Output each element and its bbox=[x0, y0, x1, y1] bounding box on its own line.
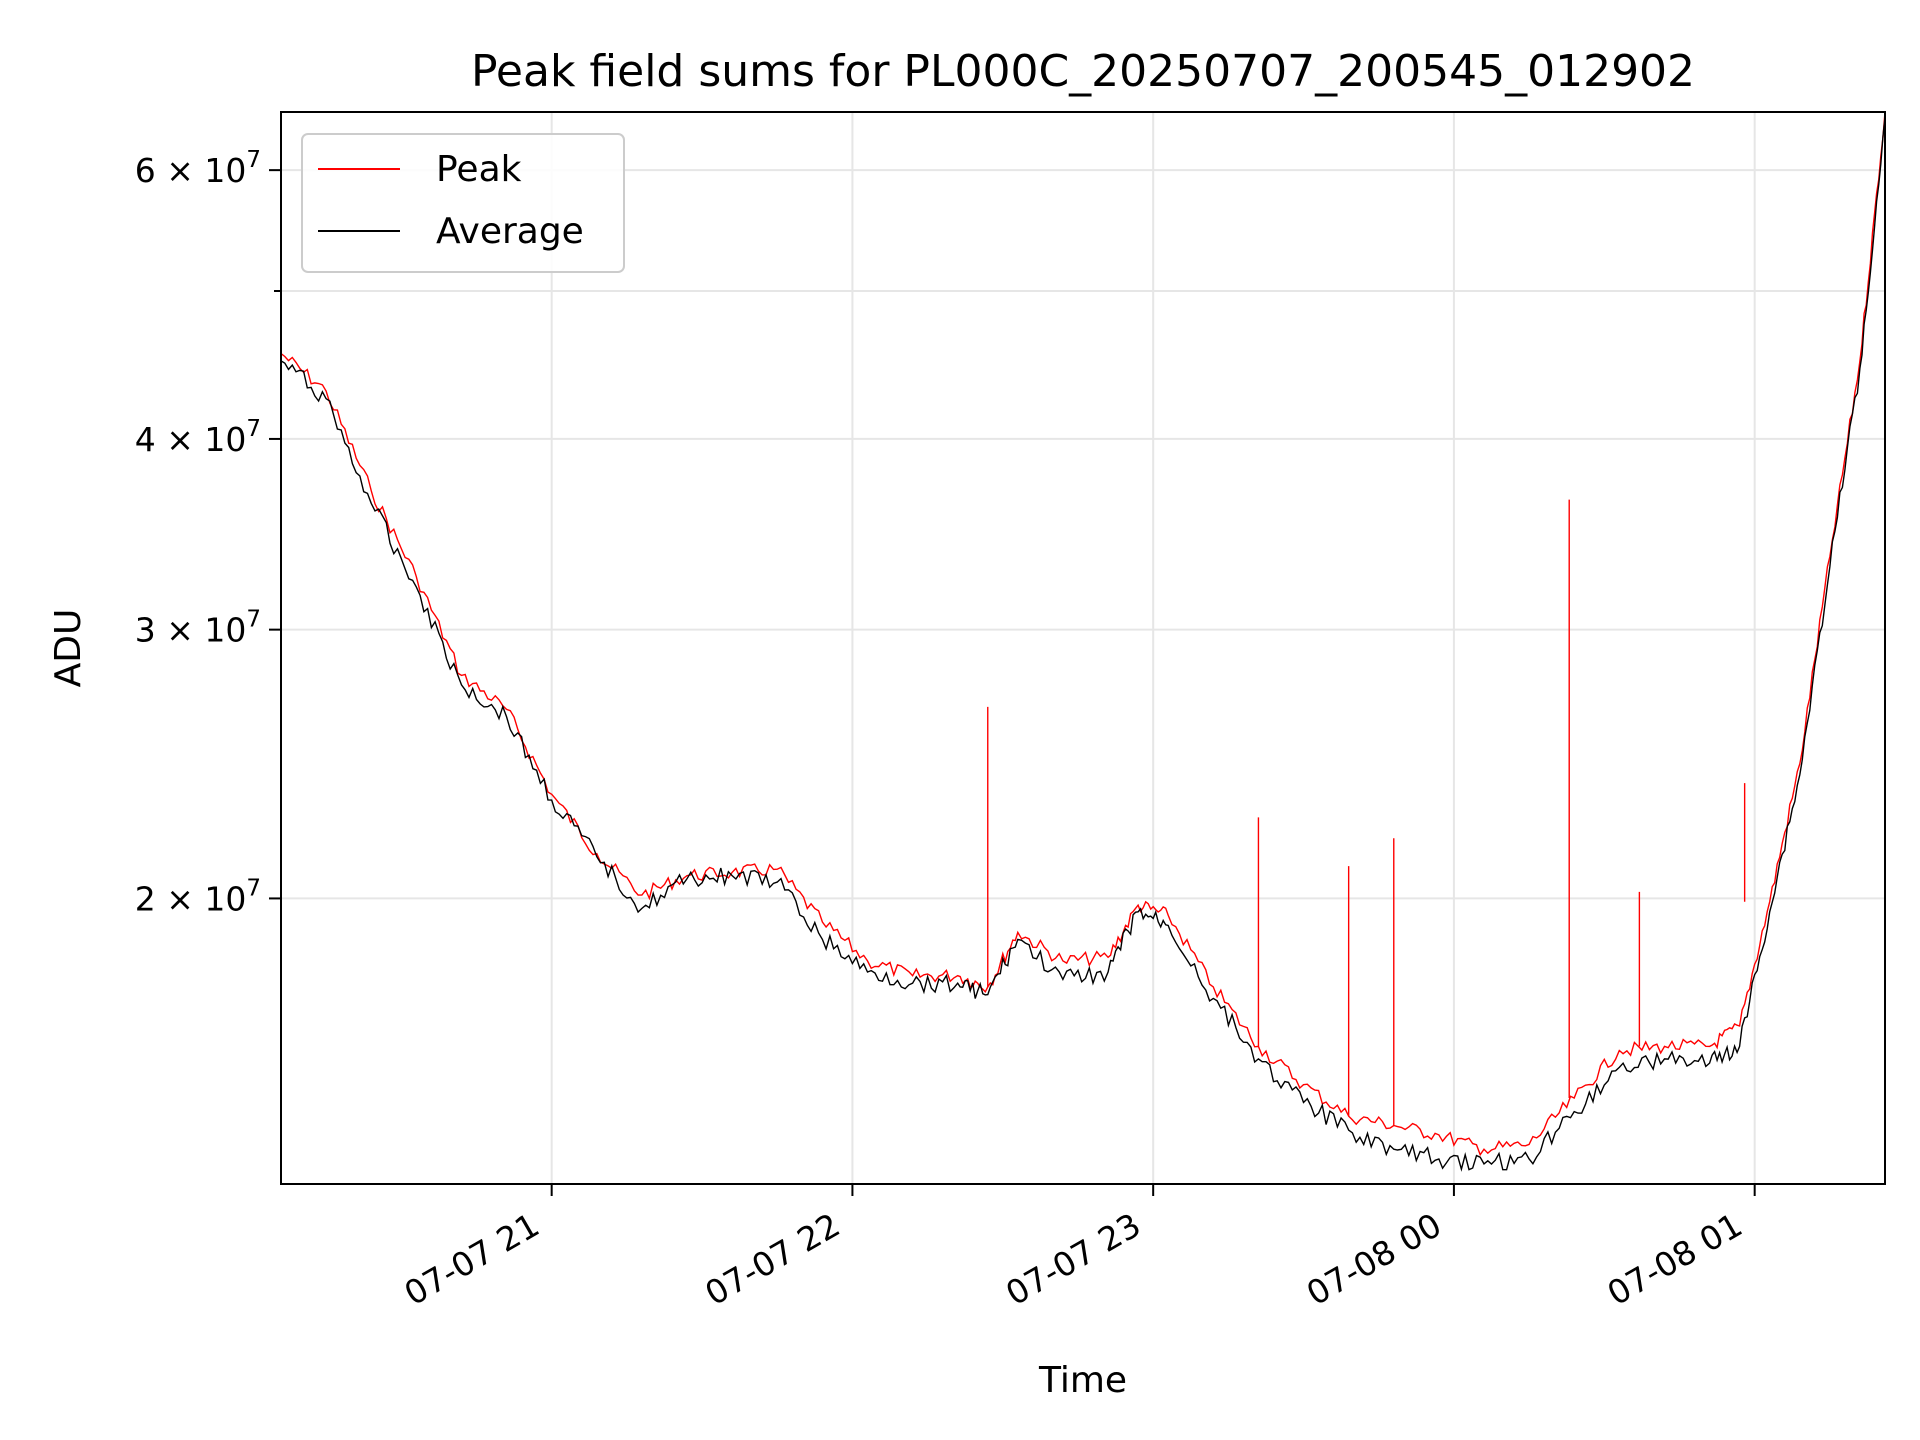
x-tick-label: 07-08 01 bbox=[1601, 1205, 1749, 1313]
x-axis-label: Time bbox=[1038, 1360, 1127, 1401]
grid bbox=[281, 112, 1885, 1184]
y-tick-label: 4 × 107 bbox=[135, 416, 261, 459]
x-tick-label: 07-07 22 bbox=[698, 1205, 846, 1313]
legend: Peak Average bbox=[301, 133, 625, 273]
x-tick-label: 07-08 00 bbox=[1300, 1205, 1448, 1313]
x-axis: 07-07 21 07-07 22 07-07 23 07-08 00 07-08 01 bbox=[398, 1184, 1756, 1313]
y-tick-label: 6 × 107 bbox=[135, 147, 261, 190]
y-axis: 2 × 107 3 × 107 4 × 107 6 × 107 bbox=[135, 147, 281, 918]
legend-label-peak: Peak bbox=[436, 149, 522, 190]
series-line-average bbox=[280, 117, 1886, 1172]
legend-label-average: Average bbox=[436, 211, 584, 252]
x-tick-label: 07-07 23 bbox=[999, 1205, 1147, 1313]
y-axis-label: ADU bbox=[48, 609, 89, 688]
y-tick-label: 3 × 107 bbox=[135, 607, 261, 650]
chart-title: Peak field sums for PL000C_20250707_2005… bbox=[471, 46, 1695, 97]
y-tick-label: 2 × 107 bbox=[135, 875, 261, 918]
x-tick-label: 07-07 21 bbox=[398, 1205, 546, 1313]
plot-frame bbox=[280, 111, 1886, 1185]
series-lines bbox=[280, 111, 1886, 1172]
